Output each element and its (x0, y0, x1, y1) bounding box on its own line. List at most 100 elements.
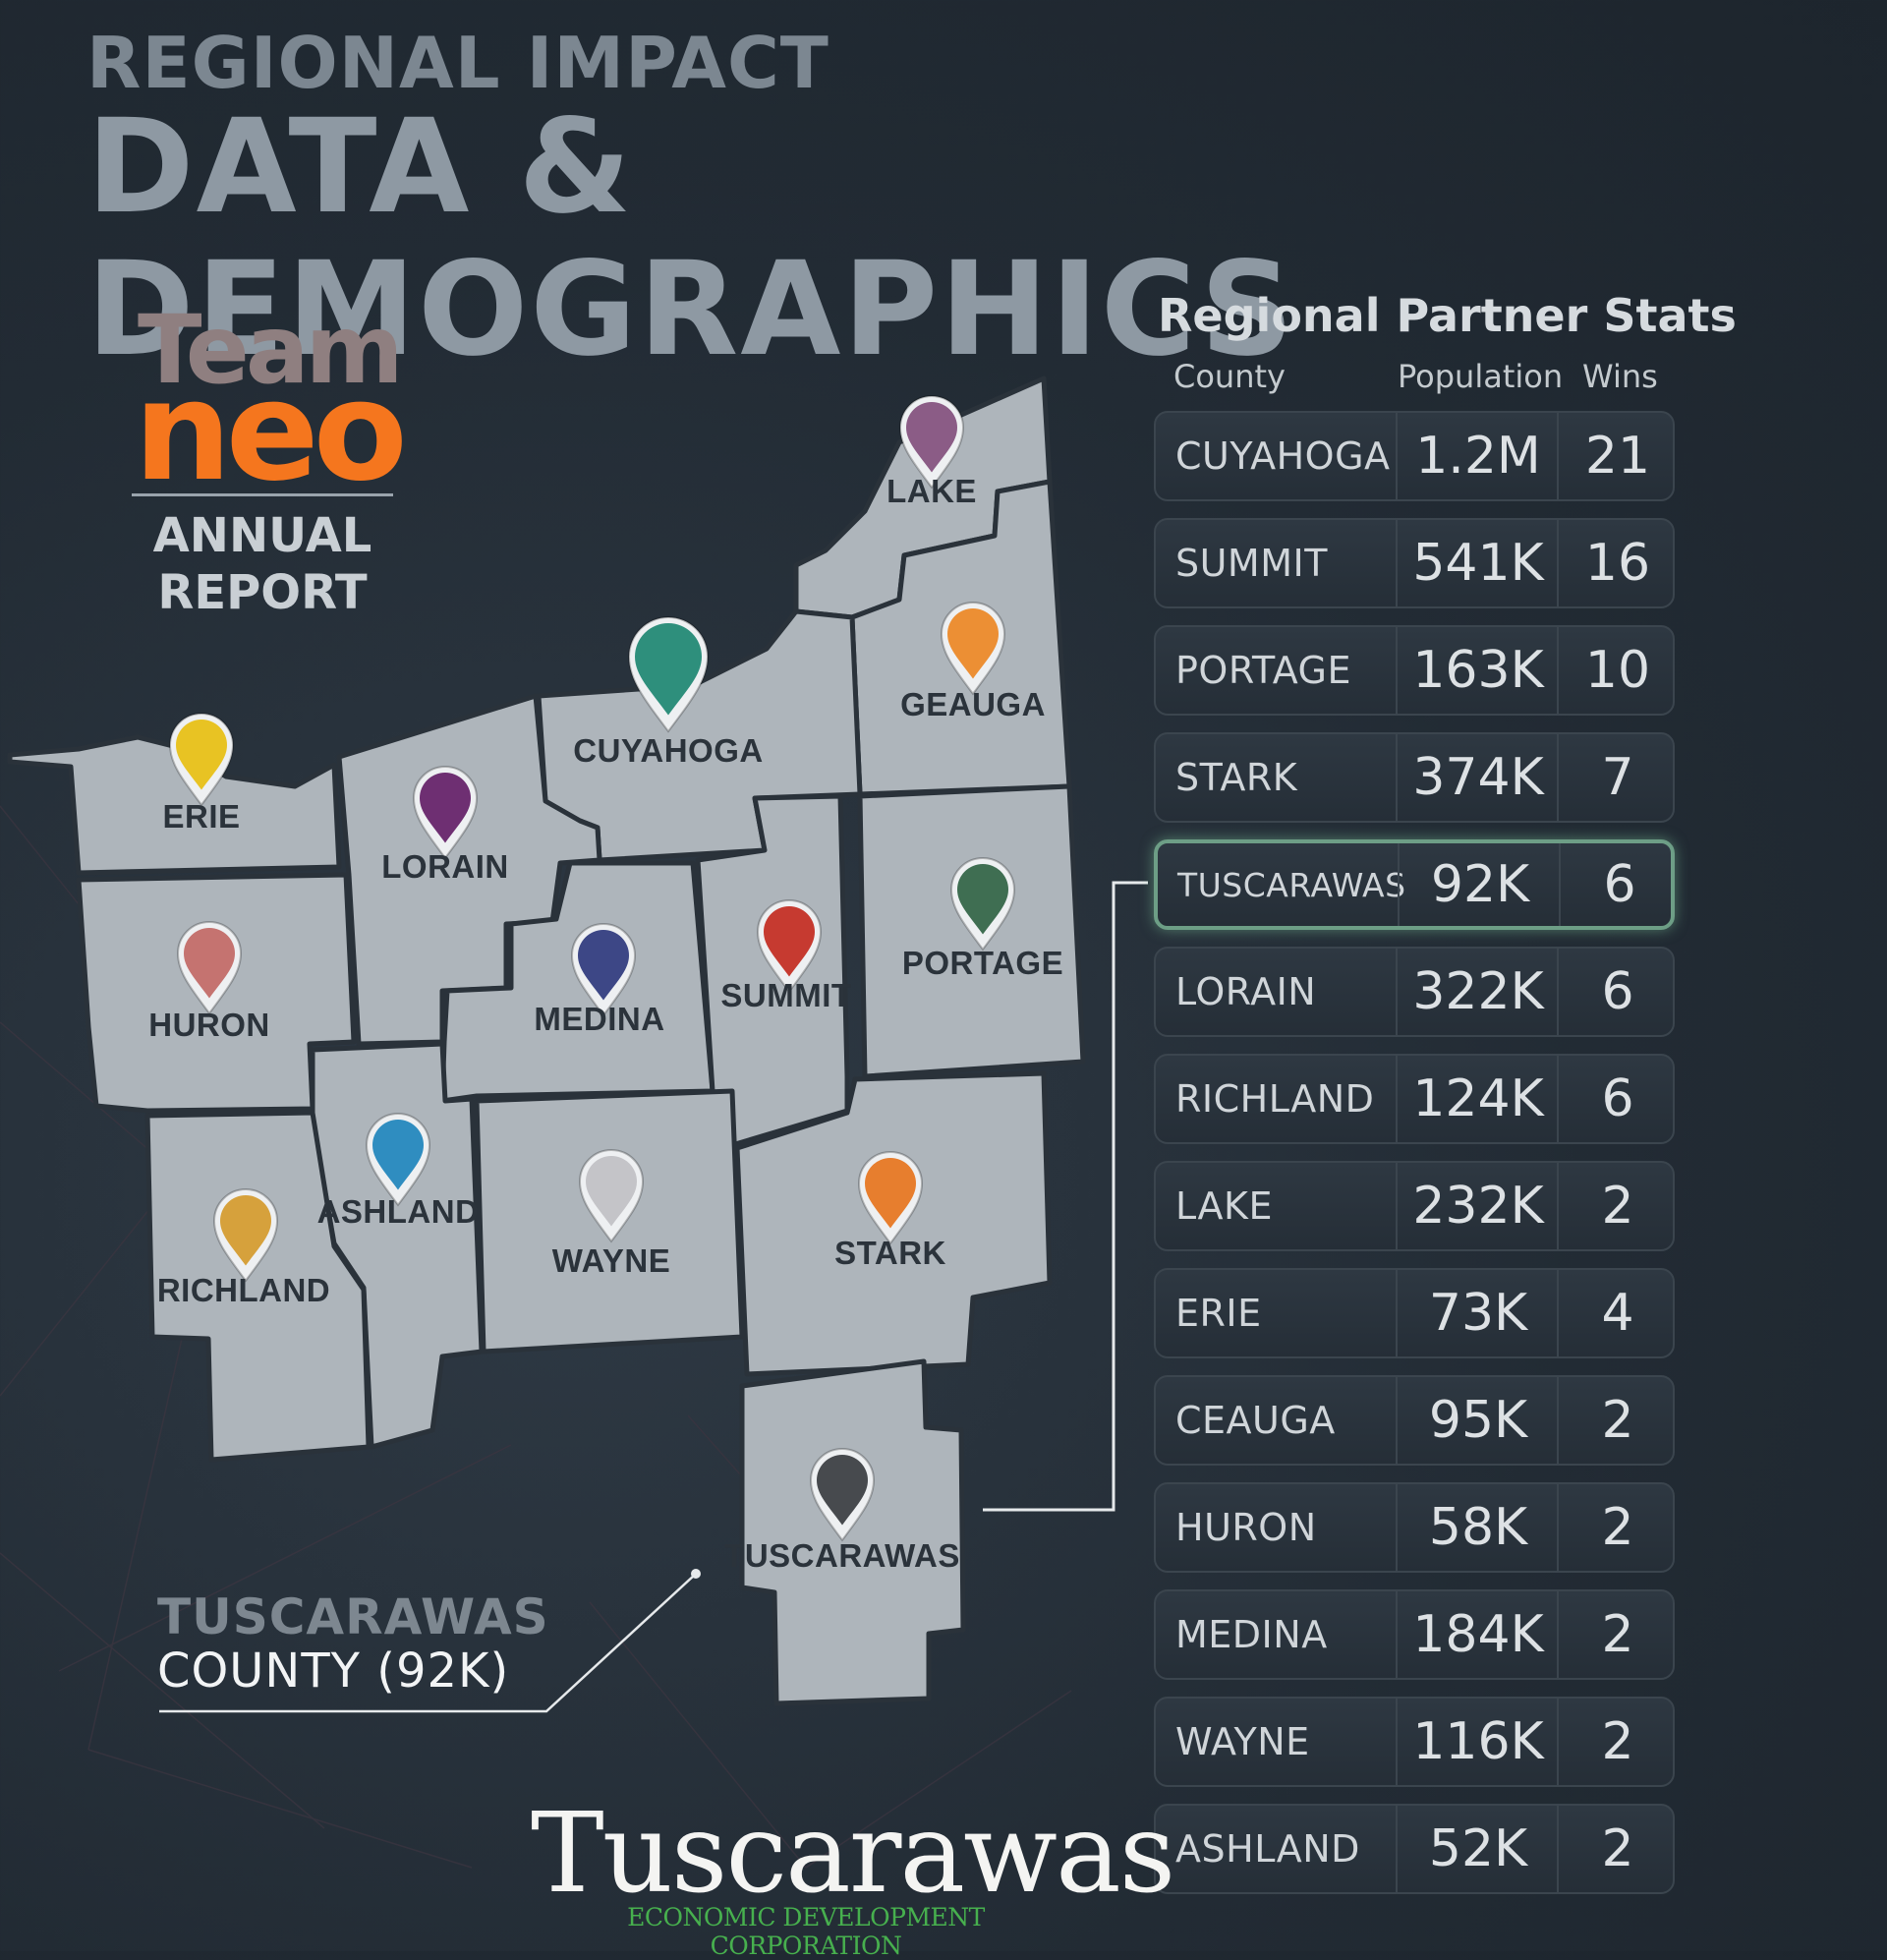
map-pin-lorain[interactable] (412, 766, 479, 860)
map-pin-ashland[interactable] (365, 1113, 431, 1207)
county-erie[interactable] (7, 734, 342, 876)
row-county: CEAUGA (1175, 1399, 1336, 1442)
table-row[interactable]: WAYNE 116K 2 (1154, 1697, 1675, 1787)
callout-county-population: COUNTY (92K) (157, 1643, 510, 1699)
table-row[interactable]: TUSCARAWAS 92K 6 (1154, 839, 1675, 930)
row-county: PORTAGE (1175, 649, 1352, 692)
map-pin-erie[interactable] (168, 713, 235, 807)
column-header-population: Population (1398, 358, 1564, 395)
map-label-geauga: GEAUGA (900, 686, 1046, 722)
county-tuscarawas[interactable] (739, 1358, 966, 1706)
logo-subtitle-line2: REPORT (157, 565, 368, 620)
map-pin-stark[interactable] (857, 1151, 924, 1245)
table-row[interactable]: LORAIN 322K 6 (1154, 947, 1675, 1037)
row-wins: 2 (1557, 1377, 1677, 1464)
row-county: HURON (1175, 1506, 1317, 1549)
row-wins: 7 (1557, 734, 1677, 821)
row-wins: 6 (1557, 1056, 1677, 1142)
table-connector-line (983, 881, 1148, 1512)
tuscarawas-wordmark: Tuscarawas (531, 1790, 1175, 1918)
map-pin-medina[interactable] (570, 923, 637, 1017)
map-label-richland: RICHLAND (157, 1272, 330, 1308)
row-population: 374K (1396, 734, 1559, 821)
row-county: LORAIN (1175, 970, 1317, 1013)
row-wins: 2 (1557, 1163, 1677, 1249)
row-wins: 2 (1557, 1591, 1677, 1678)
logo-subtitle-line1: ANNUAL (152, 508, 372, 563)
column-header-county: County (1173, 358, 1286, 395)
map-pin-geauga[interactable] (940, 602, 1006, 696)
row-population: 541K (1396, 520, 1559, 606)
map-label-erie: ERIE (162, 798, 240, 835)
table-row[interactable]: HURON 58K 2 (1154, 1482, 1675, 1573)
row-county: ERIE (1175, 1292, 1262, 1335)
map-label-ashland: ASHLAND (317, 1193, 480, 1230)
county-map: LAKE GEAUGA CUYAHOGA ERIE LORAIN HURON MEDINA S… (7, 375, 1086, 1706)
county-richland[interactable] (144, 1110, 372, 1463)
logo-divider (132, 493, 393, 496)
page-title: DATA & DEMOGRAPHICS (86, 91, 1296, 386)
map-label-cuyahoga: CUYAHOGA (573, 732, 763, 769)
row-county: TUSCARAWAS (1177, 865, 1406, 904)
map-pin-huron[interactable] (176, 921, 243, 1015)
logo-team-text: Team (138, 295, 404, 405)
row-county: MEDINA (1175, 1613, 1328, 1656)
column-header-wins: Wins (1582, 358, 1658, 395)
row-population: 95K (1396, 1377, 1559, 1464)
table-row[interactable]: LAKE 232K 2 (1154, 1161, 1675, 1251)
map-label-wayne: WAYNE (552, 1242, 670, 1279)
pins-layer (168, 395, 1016, 1542)
table-row[interactable]: PORTAGE 163K 10 (1154, 625, 1675, 716)
map-label-tuscarawas: TUSCARAWAS (724, 1537, 960, 1574)
labels-layer: LAKE GEAUGA CUYAHOGA ERIE LORAIN HURON MEDINA S… (148, 473, 1063, 1574)
row-wins: 21 (1557, 413, 1677, 499)
row-population: 58K (1396, 1484, 1559, 1571)
row-population: 92K (1398, 843, 1561, 926)
logo-subtitle: ANNUAL REPORT (132, 507, 393, 621)
map-pin-tuscarawas[interactable] (809, 1448, 876, 1542)
row-county: LAKE (1175, 1184, 1273, 1228)
map-label-lorain: LORAIN (381, 848, 509, 885)
table-row[interactable]: STARK 374K 7 (1154, 732, 1675, 823)
map-pin-lake[interactable] (898, 395, 965, 490)
header-kicker: REGIONAL IMPACT (86, 22, 829, 104)
table-row[interactable]: ASHLAND 52K 2 (1154, 1804, 1675, 1894)
row-population: 124K (1396, 1056, 1559, 1142)
row-wins: 6 (1557, 949, 1677, 1035)
map-label-lake: LAKE (886, 473, 977, 509)
table-row[interactable]: SUMMIT 541K 16 (1154, 518, 1675, 608)
map-pin-portage[interactable] (949, 857, 1016, 951)
row-county: SUMMIT (1175, 542, 1328, 585)
row-population: 163K (1396, 627, 1559, 714)
row-county: RICHLAND (1175, 1077, 1375, 1121)
row-wins: 2 (1557, 1806, 1677, 1892)
row-population: 52K (1396, 1806, 1559, 1892)
row-wins: 16 (1557, 520, 1677, 606)
row-county: CUYAHOGA (1175, 434, 1391, 478)
table-row[interactable]: CEAUGA 95K 2 (1154, 1375, 1675, 1466)
map-label-medina: MEDINA (534, 1001, 664, 1037)
row-wins: 2 (1557, 1699, 1677, 1785)
table-row[interactable]: CUYAHOGA 1.2M 21 (1154, 411, 1675, 501)
row-population: 322K (1396, 949, 1559, 1035)
table-row[interactable]: RICHLAND 124K 6 (1154, 1054, 1675, 1144)
map-label-huron: HURON (148, 1007, 270, 1043)
map-pin-summit[interactable] (756, 899, 823, 994)
map-pin-wayne[interactable] (578, 1149, 645, 1243)
tuscarawas-subtitle: ECONOMIC DEVELOPMENT CORPORATION (627, 1903, 985, 1960)
row-population: 184K (1396, 1591, 1559, 1678)
map-label-summit: SUMMIT (720, 977, 851, 1013)
callout-leader-line (159, 1574, 696, 1713)
map-pin-cuyahoga[interactable] (627, 616, 710, 733)
map-label-stark: STARK (834, 1235, 946, 1271)
row-wins: 4 (1557, 1270, 1677, 1356)
map-pin-richland[interactable] (212, 1188, 279, 1283)
table-row[interactable]: MEDINA 184K 2 (1154, 1589, 1675, 1680)
row-population: 116K (1396, 1699, 1559, 1785)
map-label-portage: PORTAGE (902, 945, 1063, 981)
logo-neo-text: neo (134, 352, 408, 512)
row-population: 1.2M (1396, 413, 1559, 499)
row-county: WAYNE (1175, 1720, 1310, 1763)
table-row[interactable]: ERIE 73K 4 (1154, 1268, 1675, 1358)
